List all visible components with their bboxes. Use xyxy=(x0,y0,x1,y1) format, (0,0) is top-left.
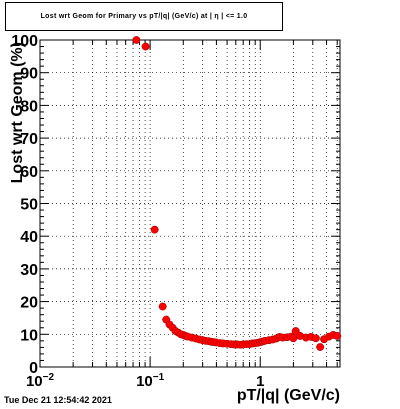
data-point xyxy=(141,42,150,51)
data-point xyxy=(291,327,300,335)
x-tick-label: 1 xyxy=(256,373,264,390)
y-axis-title: Lost wrt Geom (%) xyxy=(9,42,26,183)
x-tick-label: 10−2 xyxy=(26,372,55,390)
chart-title: Lost wrt Geom for Primary vs pT/|q| (GeV… xyxy=(40,13,248,20)
x-axis-title: pT/|q| (GeV/c) xyxy=(237,387,340,404)
y-tick-label: 10 xyxy=(20,327,38,344)
data-point xyxy=(158,302,167,311)
y-tick-label: 60 xyxy=(20,164,38,181)
data-point xyxy=(150,225,159,234)
y-tick-label: 70 xyxy=(20,131,38,148)
y-tick-label: 30 xyxy=(20,262,38,279)
y-tick-label: 90 xyxy=(20,66,38,83)
y-tick-label: 0 xyxy=(29,360,38,377)
x-tick-label: 10−1 xyxy=(136,372,165,390)
data-point xyxy=(311,334,320,343)
grid-lines xyxy=(40,40,340,367)
data-point xyxy=(132,36,141,44)
y-tick-label: 100 xyxy=(11,33,38,50)
axis-ticks: 0 10 20 30 40 50 60 70 80 90 100 10−2 10−1 1 xyxy=(11,33,340,390)
y-tick-label: 80 xyxy=(20,98,38,115)
data-point xyxy=(316,343,325,351)
data-point xyxy=(333,332,342,340)
y-tick-label: 20 xyxy=(20,295,38,312)
timestamp: Tue Dec 21 12:54:42 2021 xyxy=(4,395,112,405)
y-tick-label: 50 xyxy=(20,197,38,214)
data-points xyxy=(132,36,342,351)
data-point xyxy=(289,334,298,343)
y-tick-label: 40 xyxy=(20,229,38,246)
chart-title-box: Lost wrt Geom for Primary vs pT/|q| (GeV… xyxy=(5,2,283,31)
